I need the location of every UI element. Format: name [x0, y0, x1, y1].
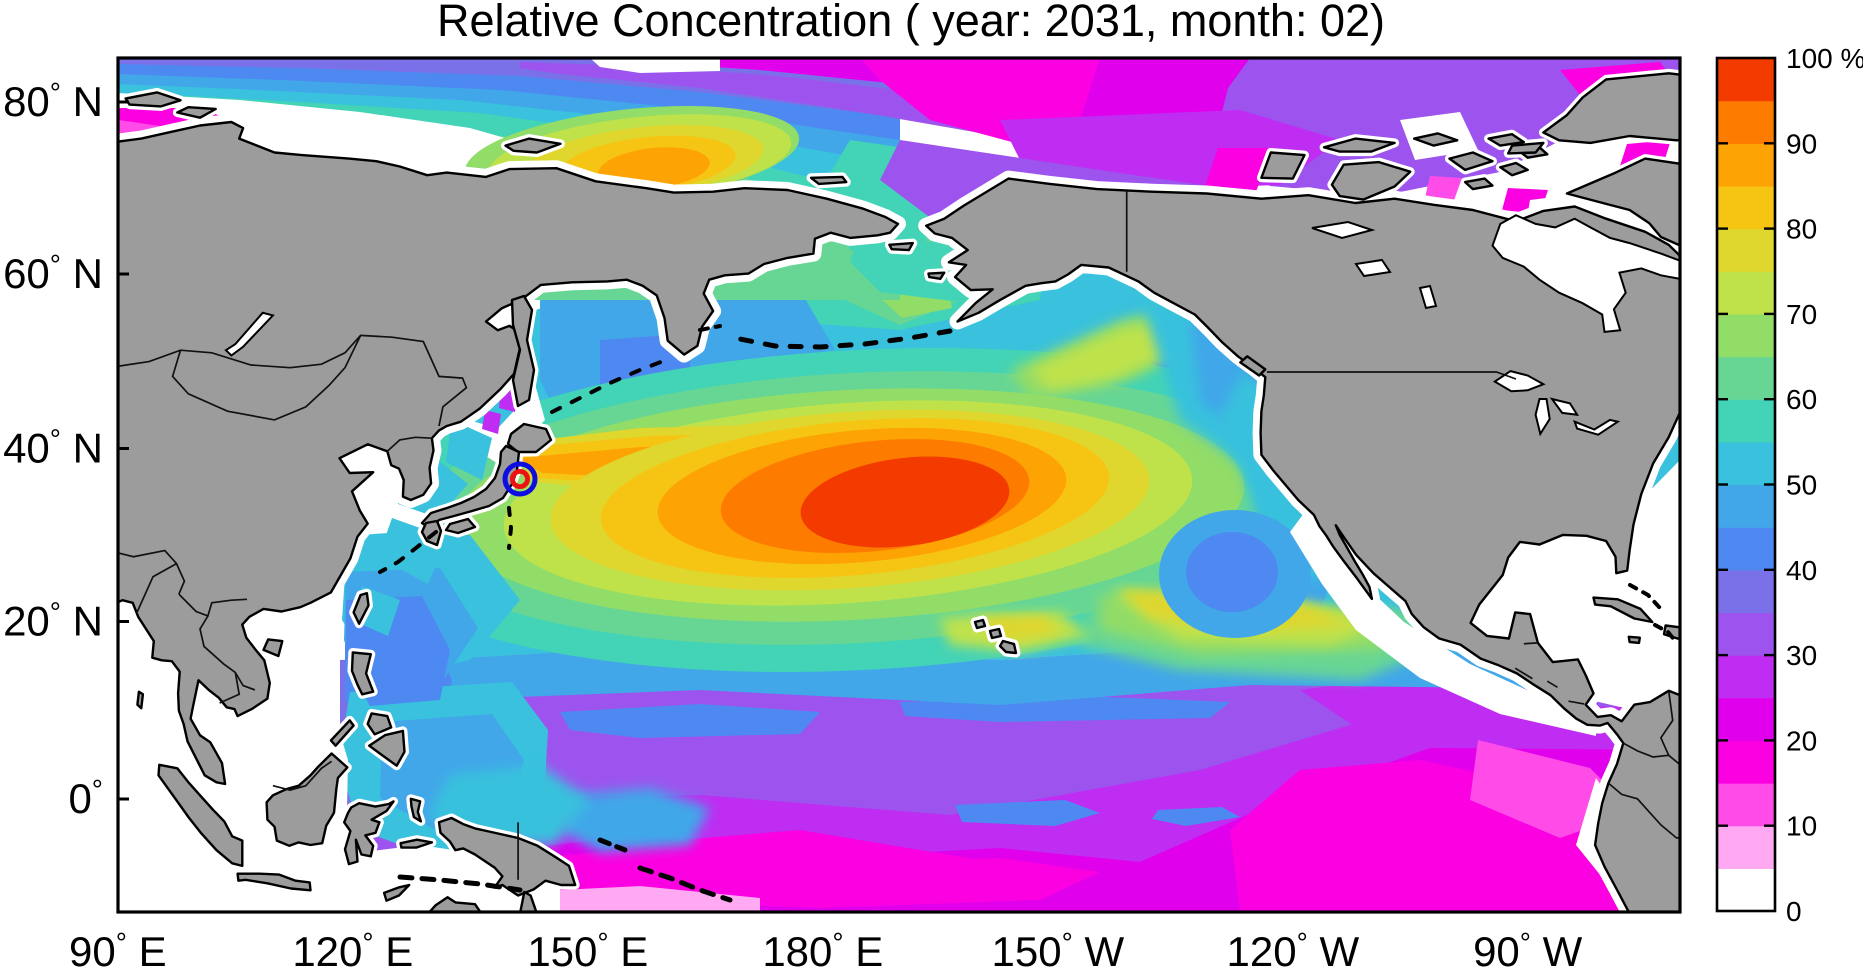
svg-text:60: 60 — [1786, 384, 1817, 415]
svg-text:80: 80 — [1786, 214, 1817, 245]
svg-text:30: 30 — [1786, 640, 1817, 671]
svg-text:150° E: 150° E — [527, 927, 648, 972]
svg-text:50: 50 — [1786, 470, 1817, 501]
svg-text:90° W: 90° W — [1473, 927, 1583, 972]
svg-text:70: 70 — [1786, 299, 1817, 330]
svg-text:Relative Concentration ( year:: Relative Concentration ( year: 2031, mon… — [437, 0, 1385, 46]
svg-text:100 %: 100 % — [1786, 43, 1863, 74]
svg-text:120° W: 120° W — [1227, 927, 1360, 972]
svg-text:0: 0 — [1786, 896, 1802, 927]
svg-text:150° W: 150° W — [992, 927, 1125, 972]
svg-text:90: 90 — [1786, 128, 1817, 159]
svg-text:20: 20 — [1786, 725, 1817, 756]
svg-text:40: 40 — [1786, 555, 1817, 586]
svg-text:10: 10 — [1786, 811, 1817, 842]
svg-text:120° E: 120° E — [292, 927, 413, 972]
svg-text:180° E: 180° E — [762, 927, 883, 972]
